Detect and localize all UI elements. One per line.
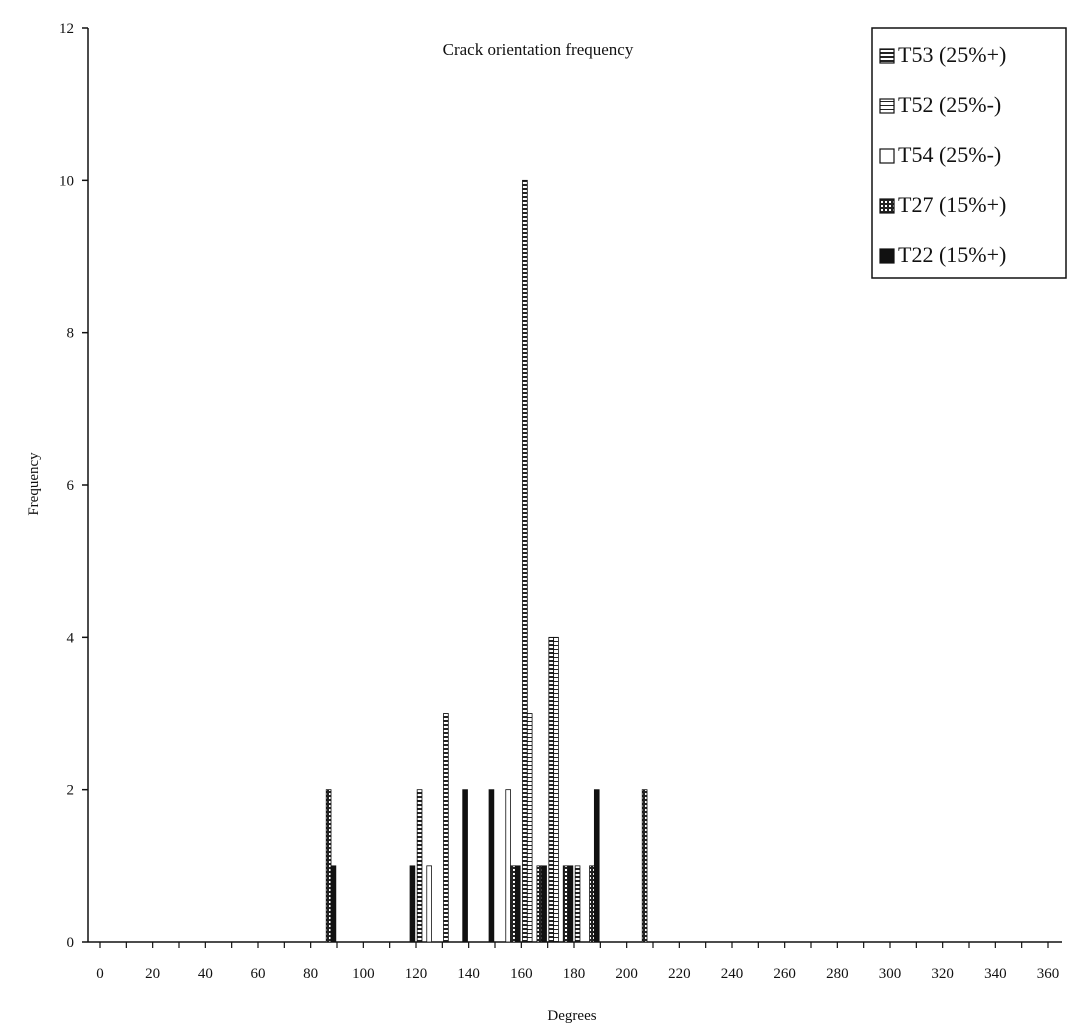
x-tick-label: 180 — [563, 966, 586, 982]
x-tick-label: 40 — [198, 966, 213, 982]
legend-swatch — [879, 198, 895, 214]
y-tick-label: 6 — [67, 478, 75, 494]
x-tick-label: 300 — [879, 966, 902, 982]
y-tick-label: 10 — [59, 173, 74, 189]
x-tick-label: 160 — [510, 966, 533, 982]
legend-label: T54 (25%-) — [898, 142, 1001, 167]
bar-t22 — [567, 865, 574, 943]
x-tick-label: 120 — [405, 966, 428, 982]
legend-swatch — [879, 248, 895, 264]
y-axis-title: Frequency — [26, 452, 42, 516]
bar-t27 — [510, 865, 516, 943]
x-tick-label: 240 — [721, 966, 744, 982]
x-tick-label: 20 — [145, 966, 160, 982]
y-tick-label: 12 — [59, 21, 74, 37]
y-tick-label: 2 — [67, 783, 75, 799]
bar-t53 — [574, 865, 581, 943]
bar-t54 — [426, 865, 432, 943]
bar-t53 — [416, 789, 423, 943]
x-tick-label: 280 — [826, 966, 849, 982]
bar-t27 — [589, 865, 595, 943]
x-tick-label: 340 — [984, 966, 1007, 982]
bar-t22 — [593, 789, 600, 943]
bar-t22 — [488, 789, 495, 943]
bar-t27 — [641, 789, 648, 943]
x-tick-label: 220 — [668, 966, 691, 982]
y-axis: 0 2 4 6 8 10 12 — [59, 21, 89, 951]
legend-swatch — [879, 148, 895, 164]
bar-t22 — [462, 789, 468, 943]
bar-t27 — [536, 865, 543, 943]
legend-label: T22 (15%+) — [898, 242, 1006, 267]
x-tick-label: 320 — [931, 966, 954, 982]
bar-t52 — [553, 636, 559, 943]
legend-swatch — [879, 98, 895, 114]
bar-t53 — [548, 636, 555, 943]
x-tick-label: 140 — [457, 966, 480, 982]
bar-t53 — [522, 179, 528, 943]
chart-title: Crack orientation frequency — [443, 40, 634, 59]
bar-t27 — [562, 865, 569, 943]
x-tick-label: 200 — [615, 966, 638, 982]
x-tick-label: 60 — [251, 966, 266, 982]
x-tick-label: 80 — [303, 966, 318, 982]
legend: T53 (25%+) T52 (25%-) T54 (25%-) T27 (15%+)… — [871, 27, 1067, 279]
x-axis: 0 20 40 60 80 100 120 140 160 180 200 220 240 260 280 3… — [88, 941, 1062, 982]
y-tick-label: 8 — [67, 326, 75, 342]
legend-frame — [871, 27, 1067, 279]
legend-label: T52 (25%-) — [898, 92, 1001, 117]
x-tick-label: 260 — [773, 966, 796, 982]
x-tick-label: 360 — [1037, 966, 1060, 982]
legend-swatch — [879, 48, 895, 64]
bar-t54 — [505, 789, 511, 943]
bar-t22 — [541, 865, 547, 943]
x-tick-label: 0 — [96, 966, 104, 982]
x-tick-label: 100 — [352, 966, 375, 982]
legend-label: T53 (25%+) — [898, 42, 1006, 67]
bar-t52 — [526, 713, 533, 943]
bar-t53 — [443, 713, 449, 943]
y-tick-label: 4 — [67, 630, 75, 646]
bar-t27 — [325, 789, 332, 943]
bar-t22 — [409, 865, 416, 943]
bar-t22 — [514, 865, 521, 943]
bar-t22 — [330, 865, 337, 943]
y-tick-label: 0 — [67, 935, 75, 951]
bars — [325, 179, 648, 943]
x-axis-title: Degrees — [547, 1008, 596, 1024]
legend-label: T27 (15%+) — [898, 192, 1006, 217]
